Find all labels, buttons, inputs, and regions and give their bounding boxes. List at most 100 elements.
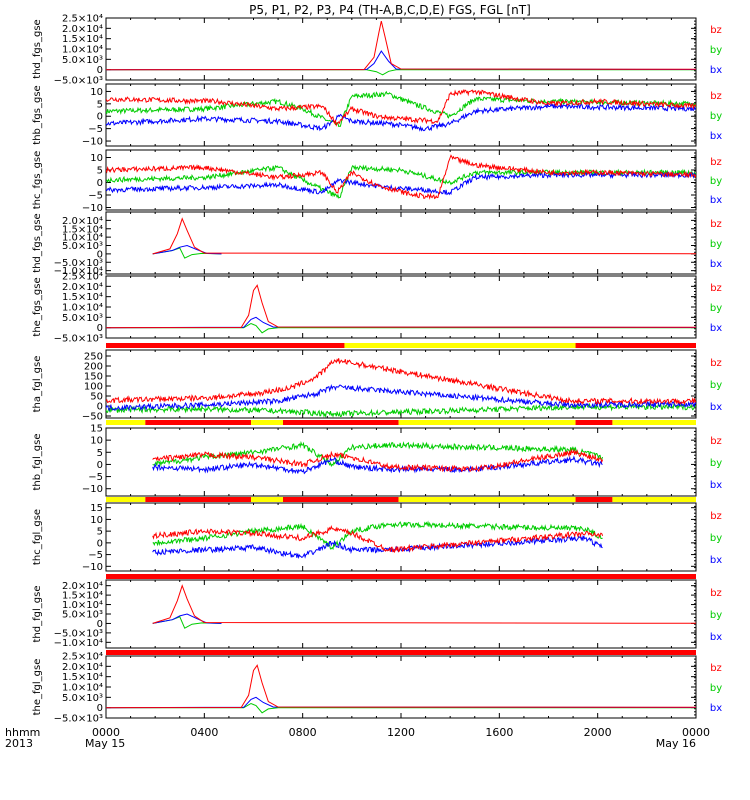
y-tick-label: 0 <box>97 249 103 260</box>
panel-3: 10 50 −5−10 thc_fgs_gse bz by bx <box>32 149 722 214</box>
y-tick-label: 0 <box>97 402 103 413</box>
y-tick-label: 0 <box>97 323 103 334</box>
panel-frame <box>105 427 697 497</box>
y-tick-label: −10 <box>82 137 103 148</box>
panel-frame <box>105 502 697 572</box>
y-tick-label: −5.0×10³ <box>54 334 103 345</box>
y-tick-label: 5 <box>97 166 103 177</box>
y-tick-label: 1.0×10⁴ <box>62 233 103 244</box>
series-group <box>106 154 696 200</box>
series-line-bz <box>106 89 696 127</box>
legend-by: by <box>710 533 722 544</box>
series-line-bx <box>106 50 696 71</box>
y-tick-label: 0 <box>97 538 103 549</box>
legend-bz: bz <box>710 511 722 522</box>
panel-frame <box>105 83 697 147</box>
panel-10: 2.5×10⁴2.0×10⁴1.5×10⁴1.0×10⁴5.0×10³0−5.0… <box>32 652 722 725</box>
y-tick-label: −5 <box>88 191 103 202</box>
y-tick-label: 5 <box>97 448 103 459</box>
y-tick-label: −5.0×10³ <box>54 76 103 87</box>
series-line-bz <box>106 154 696 200</box>
y-tick-label: 1.5×10⁴ <box>62 292 103 303</box>
time-tick-label: 1600 <box>485 726 513 739</box>
series-line-by <box>106 322 696 334</box>
legend-by: by <box>710 458 722 469</box>
legend-by: by <box>710 111 722 122</box>
series-line-by <box>106 69 696 76</box>
mode-bar-4 <box>106 574 696 579</box>
legend-bz: bz <box>710 25 722 36</box>
series-line-by <box>106 702 696 714</box>
mode-bar-segment <box>251 420 283 425</box>
legend-by: by <box>710 683 722 694</box>
y-tick-label: 1.0×10⁴ <box>62 303 103 314</box>
mode-bar-segment <box>575 497 613 502</box>
legend-bx: bx <box>710 555 722 566</box>
time-axis-row2-label: 2013 <box>5 737 33 750</box>
y-tick-label: −50 <box>82 412 103 423</box>
y-tick-label: −10 <box>82 562 103 573</box>
y-axis-label: tha_fgl_gse <box>32 356 43 413</box>
series-line-bz <box>106 284 696 329</box>
y-tick-label: 5.0×10³ <box>62 55 103 66</box>
y-tick-label: 250 <box>84 352 103 363</box>
y-tick-label: 2.0×10⁴ <box>62 24 103 35</box>
legend-by: by <box>710 610 722 621</box>
legend-bx: bx <box>710 65 722 76</box>
time-axis: hhmm 2013 May 15 May 16 0000 0400 0800 1200… <box>5 726 710 750</box>
y-tick-label: 10 <box>90 87 103 98</box>
y-axis-label: thc_fgs_gse <box>32 151 43 210</box>
time-tick-label: 0800 <box>289 726 317 739</box>
y-tick-label: 0 <box>97 65 103 76</box>
series-line-bx <box>152 613 222 624</box>
y-tick-label: 50 <box>90 392 103 403</box>
panel-5: 2.5×10⁴2.0×10⁴1.5×10⁴1.0×10⁴5.0×10³0−5.0… <box>32 272 722 345</box>
legend-bx: bx <box>710 632 722 643</box>
y-tick-label: 5.0×10³ <box>62 241 103 252</box>
time-axis-start-date: May 15 <box>85 737 125 750</box>
legend-bx: bx <box>710 703 722 714</box>
mode-bar-segment <box>106 497 146 502</box>
series-line-bz <box>106 358 696 406</box>
y-tick-label: 2.0×10⁴ <box>62 282 103 293</box>
panel-frame <box>105 275 697 339</box>
panel-frame <box>105 579 697 649</box>
series-line-bz <box>152 584 696 624</box>
y-axis-label: thd_fgs_gse <box>32 19 43 78</box>
series-group <box>152 217 696 259</box>
y-tick-label: 5.0×10³ <box>62 610 103 621</box>
y-axis-label: thd_fgs_gse <box>32 213 43 272</box>
series-line-by <box>152 440 604 468</box>
mode-bar-segment <box>251 497 283 502</box>
legend-bz: bz <box>710 283 722 294</box>
series-group <box>152 440 604 475</box>
y-tick-label: 5 <box>97 527 103 538</box>
series-line-by <box>106 164 696 199</box>
series-group <box>106 89 696 132</box>
y-tick-label: 10 <box>90 515 103 526</box>
mode-bar-segment <box>612 497 696 502</box>
mode-bar-segment <box>145 420 252 425</box>
y-tick-label: 100 <box>84 382 103 393</box>
y-tick-label: 5.0×10³ <box>62 693 103 704</box>
panel-9: 2.0×10⁴1.5×10⁴1.0×10⁴5.0×10³0−5.0×10³−1.… <box>32 579 722 649</box>
series-group <box>152 520 604 560</box>
mode-bar-segment <box>106 650 696 655</box>
panel-frame <box>105 211 697 275</box>
y-tick-label: −5.0×10³ <box>54 628 103 639</box>
legend-bx: bx <box>710 480 722 491</box>
y-tick-label: 2.5×10⁴ <box>62 14 103 25</box>
mode-bar-2 <box>106 420 696 425</box>
y-tick-label: 0 <box>97 178 103 189</box>
y-axis-label: the_fgl_gse <box>32 659 43 716</box>
mode-bar-segment <box>106 343 345 348</box>
series-line-bx <box>152 535 603 560</box>
mode-bar-segment <box>145 497 252 502</box>
legend-bz: bz <box>710 436 722 447</box>
panel-1: 2.5×10⁴2.0×10⁴1.5×10⁴1.0×10⁴5.0×10³0−5.0… <box>32 14 722 87</box>
y-tick-label: 2.5×10⁴ <box>62 652 103 663</box>
y-axis-label: thd_fgl_gse <box>32 586 43 643</box>
series-line-bz <box>152 448 604 473</box>
time-tick-label: 0000 <box>682 726 710 739</box>
